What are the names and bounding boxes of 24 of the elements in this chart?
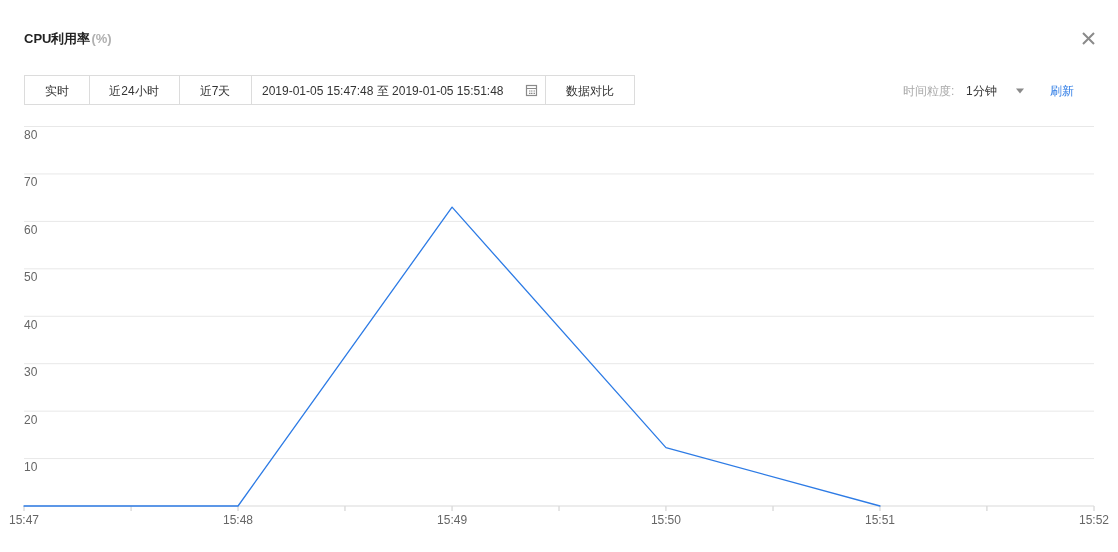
label: 1分钟	[966, 84, 997, 98]
date-range: 2019-01-05 15:47:48 至 2019-01-05 15:51:48	[251, 75, 546, 105]
label: 时间粒度:	[903, 84, 955, 98]
ytick-label: 80	[24, 128, 38, 142]
ytick-label: 60	[24, 222, 38, 237]
xtick-label: 15:50	[650, 513, 681, 527]
xtick-label: 15:51	[864, 513, 895, 527]
unit-note: (%)	[91, 31, 112, 46]
link: 刷新	[1050, 84, 1074, 98]
ytick-label: 10	[24, 460, 38, 475]
xtick-label: 15:49	[437, 513, 468, 527]
button: 近7天	[179, 75, 252, 105]
ytick-label: 50	[24, 270, 38, 285]
ytick-label: 40	[24, 317, 38, 332]
button: 实时	[24, 75, 90, 105]
title: CPU利用率	[24, 31, 91, 46]
button: 数据对比	[545, 75, 635, 105]
ytick-label: 20	[24, 412, 38, 427]
xtick-label: 15:48	[223, 513, 254, 527]
ytick-label: 70	[24, 175, 38, 190]
ytick-label: 30	[24, 365, 38, 380]
button: 近24小时	[89, 75, 180, 105]
xtick-label: 15:52	[1079, 513, 1109, 527]
xtick-label: 15:47	[9, 513, 39, 527]
